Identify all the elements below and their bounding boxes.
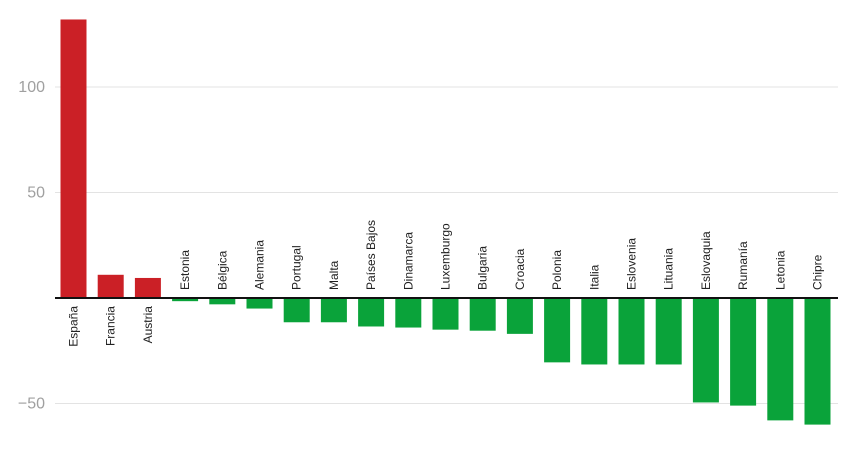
category-label: Austria	[141, 306, 155, 344]
category-label: Eslovaquia	[699, 231, 713, 290]
bar	[172, 298, 199, 302]
bars	[60, 19, 831, 425]
bar	[395, 298, 422, 328]
category-label: Alemania	[253, 240, 267, 290]
category-labels: España Francia Austria Estonia Bélgica Aleman…	[67, 220, 825, 347]
bar	[209, 298, 236, 305]
y-tick-label: 50	[27, 185, 45, 202]
bar	[246, 298, 273, 309]
category-label: Luxemburgo	[439, 223, 453, 290]
category-label: Francia	[104, 306, 118, 346]
bar	[581, 298, 608, 365]
bar	[320, 298, 347, 323]
category-label: Eslovenia	[625, 238, 639, 290]
bar	[358, 298, 385, 327]
category-label: Bélgica	[215, 250, 229, 290]
y-tick-label: 100	[18, 79, 45, 96]
bar	[544, 298, 571, 363]
category-label: Letonia	[773, 250, 787, 290]
category-label: Lituania	[662, 248, 676, 290]
category-label: Croacia	[513, 248, 527, 290]
category-label: Portugal	[290, 245, 304, 290]
bar	[97, 274, 124, 298]
bar	[655, 298, 682, 365]
bar	[469, 298, 496, 331]
category-label: Chipre	[811, 254, 825, 290]
bar	[804, 298, 831, 425]
category-label: Polonia	[550, 250, 564, 290]
category-label: Países Bajos	[364, 220, 378, 290]
bar	[692, 298, 719, 403]
y-axis-ticks: 100 50 −50	[18, 79, 45, 413]
bar	[506, 298, 533, 334]
bar	[60, 19, 87, 298]
bar	[730, 298, 757, 406]
category-label: Dinamarca	[401, 232, 415, 290]
category-label: Estonia	[178, 250, 192, 290]
bar	[767, 298, 794, 421]
y-tick-label: −50	[18, 396, 45, 413]
category-label: Bulgaria	[476, 246, 490, 290]
bar	[432, 298, 459, 330]
bar	[283, 298, 310, 323]
gridlines	[55, 86, 838, 404]
bar	[618, 298, 645, 365]
category-label: Rumanía	[736, 241, 750, 290]
category-label: España	[67, 306, 81, 347]
bar	[134, 277, 161, 298]
category-label: Italia	[587, 264, 601, 290]
category-label: Malta	[327, 260, 341, 290]
